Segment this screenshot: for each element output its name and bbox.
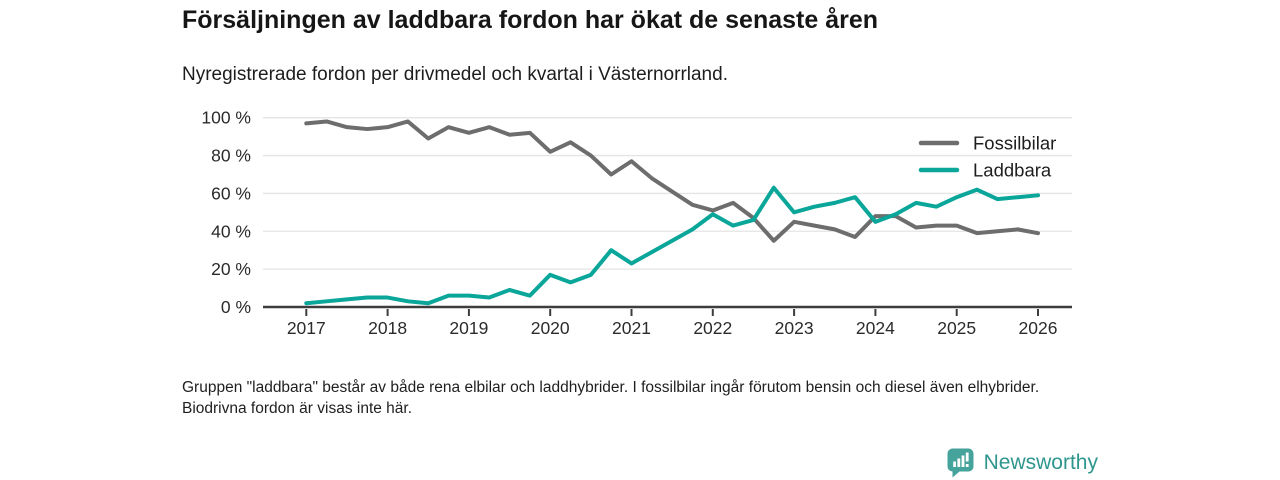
legend-label-laddbara: Laddbara (973, 160, 1052, 181)
y-tick-label: 80 % (211, 146, 251, 166)
series-line-laddbara (304, 185, 1040, 306)
x-tick-label: 2018 (368, 318, 407, 338)
y-tick-label: 40 % (211, 221, 251, 241)
x-tick-label: 2022 (693, 318, 732, 338)
newsworthy-barchart-icon (947, 448, 974, 478)
chart-subtitle: Nyregistrerade fordon per drivmedel och … (182, 64, 728, 85)
newsworthy-logo-text: Newsworthy (983, 450, 1098, 474)
x-tick-label: 2023 (775, 318, 814, 338)
legend-label-fossilbilar: Fossilbilar (973, 133, 1056, 154)
x-tick-label: 2021 (612, 318, 651, 338)
chart-footnote: Gruppen "laddbara" består av både rena e… (182, 379, 1040, 417)
series-line-fossilbilar (304, 119, 1040, 243)
y-tick-label: 0 % (221, 297, 251, 317)
x-tick-label: 2024 (856, 318, 895, 338)
y-tick-label: 20 % (211, 259, 251, 279)
x-tick-label: 2017 (287, 318, 326, 338)
x-tick-label: 2026 (1019, 318, 1058, 338)
x-tick-label: 2020 (531, 318, 570, 338)
y-tick-label: 100 % (201, 108, 251, 128)
x-tick-label: 2025 (937, 318, 976, 338)
chart-title: Försäljningen av laddbara fordon har öka… (182, 6, 879, 34)
x-tick-label: 2019 (449, 318, 488, 338)
y-tick-label: 60 % (211, 183, 251, 203)
newsworthy-logo: Newsworthy (946, 447, 1098, 478)
